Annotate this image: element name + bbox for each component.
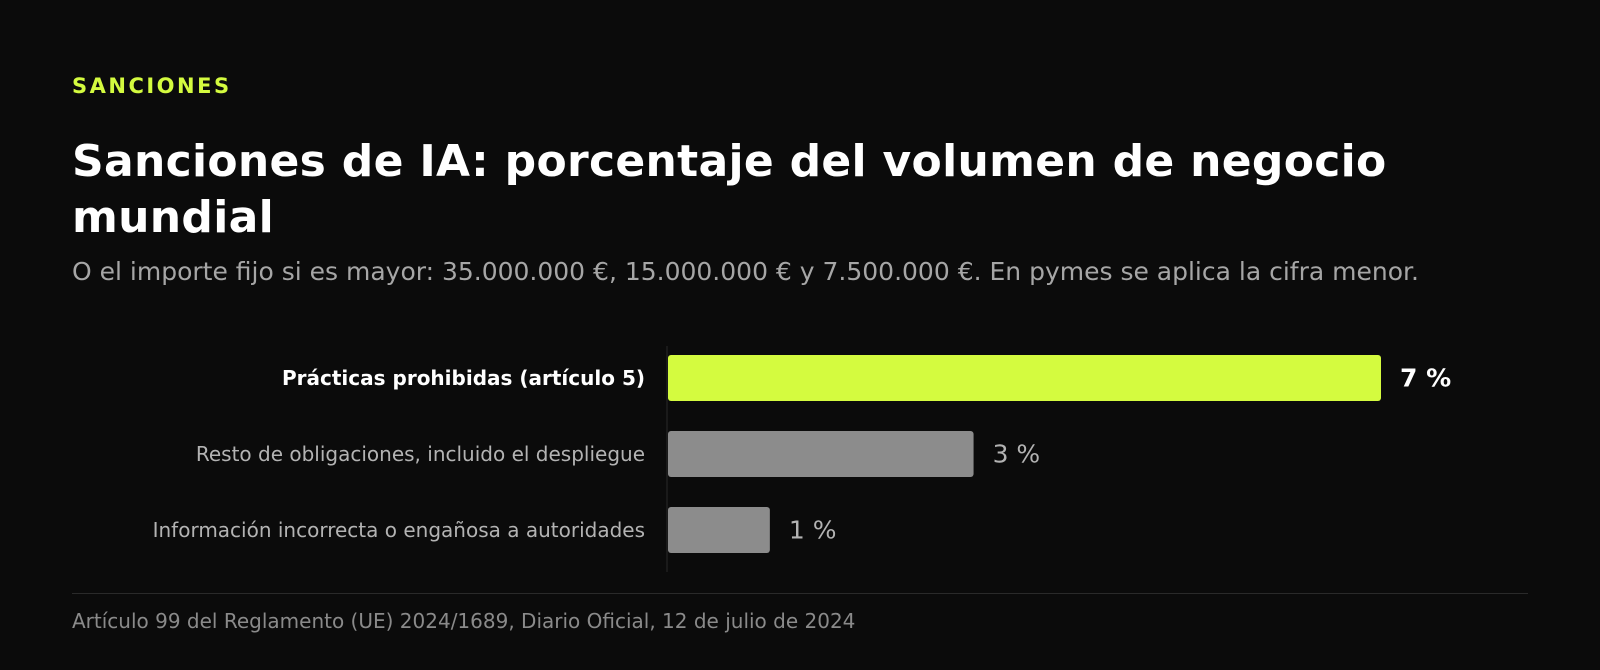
value-label: 7 % [1400,364,1451,393]
chart-title: Sanciones de IA: porcentaje del volumen … [72,136,1387,243]
category-label: Prácticas prohibidas (artículo 5) [282,366,645,390]
category-label: Resto de obligaciones, incluido el despl… [196,442,645,466]
category-label: Información incorrecta o engañosa a auto… [153,518,645,542]
value-label: 3 % [993,440,1041,469]
value-label: 1 % [789,516,837,545]
chart-subtitle: O el importe fijo si es mayor: 35.000.00… [72,257,1419,286]
footer-divider [72,593,1528,594]
source-note: Artículo 99 del Reglamento (UE) 2024/168… [72,609,856,633]
chart-card: SANCIONES Sanciones de IA: porcentaje de… [72,0,1528,670]
bar [668,355,1381,401]
section-eyebrow: SANCIONES [72,74,232,98]
bar [668,507,770,553]
bar-chart: Prácticas prohibidas (artículo 5) 7 % Rest… [153,346,1451,572]
bar [668,431,974,477]
